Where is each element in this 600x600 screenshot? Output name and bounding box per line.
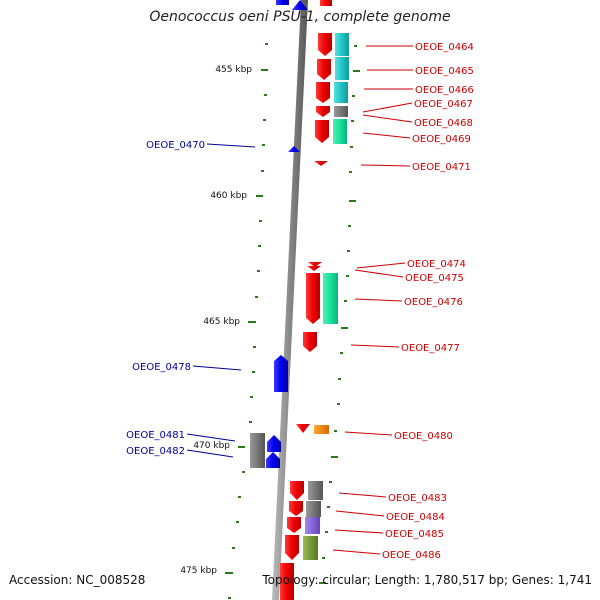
feature-orange-0480 [314,425,329,434]
label-oeoe-0464[interactable]: OEOE_0464 [415,42,474,53]
gene-oeoe-0475 [307,266,321,271]
left-label-connectors [186,143,256,458]
feature-gray-0484 [306,501,321,517]
gene-oeoe-0470 [288,146,300,152]
feature-gray-0483 [308,481,323,500]
label-oeoe-0466[interactable]: OEOE_0466 [415,85,474,96]
accession-text: Accession: NC_008528 [9,573,146,587]
feature-cyan-0464 [335,33,349,56]
label-oeoe-0486[interactable]: OEOE_0486 [382,550,441,561]
feature-cyan-0466 [334,82,348,103]
top-partial-genes [276,0,332,10]
kbp-label-460: 460 kbp [210,191,247,201]
left-gene-labels: OEOE_0470 OEOE_0478 OEOE_0481 OEOE_0482 [126,140,205,457]
gene-oeoe-0483 [290,481,304,500]
label-oeoe-0477[interactable]: OEOE_0477 [401,343,460,354]
label-oeoe-0474[interactable]: OEOE_0474 [407,259,466,270]
gene-oeoe-0484 [289,501,303,516]
tick-marks [225,43,360,599]
gene-oeoe-0485 [287,517,301,533]
gene-oeoe-0464 [318,33,332,56]
right-gene-labels: OEOE_0464 OEOE_0465 OEOE_0466 OEOE_0467 … [382,42,474,561]
kbp-label-465: 465 kbp [203,317,240,327]
label-oeoe-0475[interactable]: OEOE_0475 [405,273,464,284]
label-oeoe-0480[interactable]: OEOE_0480 [394,431,453,442]
gene-oeoe-0477 [303,332,317,352]
gene-oeoe-0466 [316,82,330,103]
label-oeoe-0470[interactable]: OEOE_0470 [146,140,205,151]
feature-teal-0469 [333,119,347,144]
gene-oeoe-0482 [266,452,280,468]
label-oeoe-0484[interactable]: OEOE_0484 [386,512,445,523]
gene-oeoe-0481 [267,435,281,452]
gene-oeoe-0480 [296,424,310,433]
label-oeoe-0478[interactable]: OEOE_0478 [132,362,191,373]
reverse-genes [266,146,300,468]
feature-blocks [250,33,349,560]
gene-oeoe-0478 [274,355,288,392]
label-oeoe-0482[interactable]: OEOE_0482 [126,446,185,457]
gene-oeoe-0486 [285,535,299,560]
gene-oeoe-0474 [308,262,322,267]
feature-teal-0476 [323,273,338,324]
label-oeoe-0471[interactable]: OEOE_0471 [412,162,471,173]
label-oeoe-0481[interactable]: OEOE_0481 [126,430,185,441]
forward-genes [280,33,332,600]
genome-summary: Topology: circular; Length: 1,780,517 bp… [262,573,592,587]
gene-oeoe-0468 [315,120,329,143]
kbp-label-475: 475 kbp [180,566,217,576]
gene-oeoe-0471 [314,161,328,166]
label-oeoe-0476[interactable]: OEOE_0476 [404,297,463,308]
gene-oeoe-0476 [306,273,320,324]
kbp-label-470: 470 kbp [193,441,230,451]
right-label-connectors [332,45,413,555]
label-oeoe-0469[interactable]: OEOE_0469 [412,134,471,145]
kbp-label-455: 455 kbp [215,65,252,75]
feature-gray-0467 [334,106,348,117]
label-oeoe-0467[interactable]: OEOE_0467 [414,99,473,110]
feature-cyan-0465 [335,57,349,80]
label-oeoe-0465[interactable]: OEOE_0465 [415,66,474,77]
label-oeoe-0485[interactable]: OEOE_0485 [385,529,444,540]
label-oeoe-0468[interactable]: OEOE_0468 [414,118,473,129]
feature-olive-0486 [303,536,318,560]
label-oeoe-0483[interactable]: OEOE_0483 [388,493,447,504]
gene-oeoe-0465 [317,59,331,80]
map-title: Oenococcus oeni PSU-1, complete genome [149,9,451,25]
feature-gray-0481 [250,433,265,468]
gene-oeoe-0467 [316,106,330,117]
feature-violet-0485 [305,517,320,534]
